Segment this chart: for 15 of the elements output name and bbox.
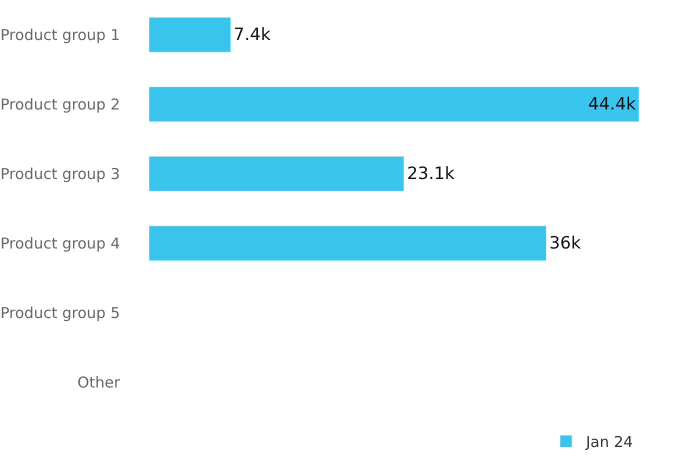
bar (149, 86, 639, 122)
y-tick-label: Product group 3 (0, 165, 120, 183)
bar (149, 17, 231, 52)
bar (149, 156, 404, 192)
data-label: 7.4k (234, 24, 271, 45)
data-label: 44.4k (588, 94, 636, 114)
legend-label: Jan 24 (585, 433, 633, 452)
y-tick-label: Product group 1 (0, 26, 120, 44)
y-tick-label: Product group 4 (0, 234, 120, 252)
bar (149, 226, 547, 261)
data-label: 36k (549, 233, 581, 254)
data-label: 23.1k (406, 164, 455, 184)
y-tick-label: Product group 5 (0, 304, 120, 322)
y-tick-label: Other (77, 374, 121, 392)
y-tick-label: Product group 2 (0, 96, 120, 114)
